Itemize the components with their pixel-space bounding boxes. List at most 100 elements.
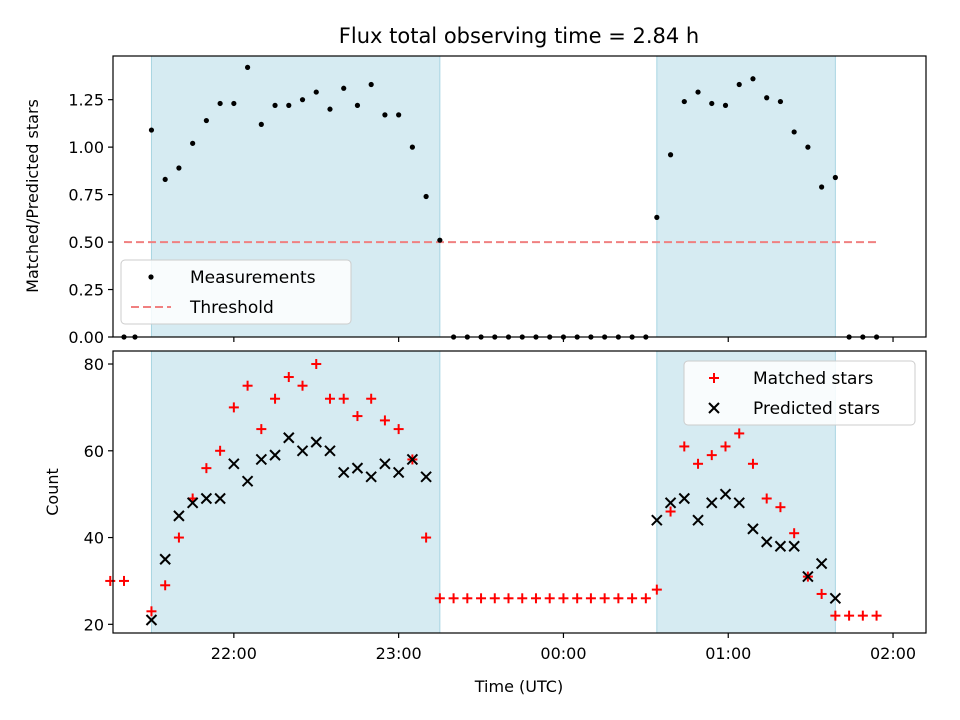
bottom-shaded-window-0: [150, 350, 441, 634]
bottom-y-tick-label-3: 80: [84, 355, 104, 374]
x-axis-label: Time (UTC): [474, 677, 563, 696]
top-measurements-point-48: [777, 98, 784, 105]
bottom-matched-stars-point-34: [585, 593, 596, 604]
top-measurements-point-17: [354, 102, 361, 108]
chart-title: Flux total observing time = 2.84 h: [339, 24, 699, 48]
bottom-matched-stars-point-23: [434, 593, 445, 604]
x-tick-label-2: 00:00: [540, 644, 586, 663]
bottom-y-tick-label-1: 40: [84, 529, 104, 548]
top-measurements-point-13: [299, 97, 306, 103]
bottom-matched-stars-point-28: [503, 593, 514, 604]
top-measurements-point-14: [313, 89, 319, 95]
bottom-matched-stars-point-8: [228, 402, 239, 413]
top-measurements-point-15: [327, 106, 333, 112]
bottom-matched-stars-point-54: [857, 610, 868, 621]
top-measurements-point-22: [423, 193, 429, 200]
bottom-matched-stars-point-19: [379, 415, 390, 426]
bottom-matched-stars-point-12: [283, 372, 294, 383]
top-y-tick-label-0: 0.00: [68, 328, 104, 347]
top-measurements-point-46: [750, 76, 756, 82]
top-measurements-point-8: [231, 100, 237, 107]
top-measurements-point-52: [832, 174, 838, 181]
top-legend-entry-1-label: Threshold: [189, 298, 274, 318]
bottom-predicted-stars-point-0: [145, 614, 158, 626]
bottom-predicted-stars-point-18: [392, 466, 405, 479]
bottom-y-tick-label-0: 20: [84, 615, 104, 634]
bottom-predicted-stars-point-4: [200, 492, 213, 505]
top-legend: Measurements Threshold: [120, 259, 352, 325]
bottom-predicted-stars-point-33: [815, 557, 828, 570]
top-measurements-point-23: [437, 237, 443, 243]
bottom-matched-stars-point-48: [775, 502, 786, 513]
bottom-matched-stars-point-31: [544, 593, 555, 604]
bottom-legend-entry-1-label: Predicted stars: [753, 399, 880, 419]
bottom-matched-stars-point-52: [830, 610, 841, 621]
top-measurements-point-42: [695, 89, 701, 95]
bottom-predicted-stars-point-2: [173, 510, 185, 522]
bottom-predicted-stars-point-7: [241, 475, 254, 487]
bottom-matched-stars-point-39: [651, 584, 662, 595]
top-legend-entry-0-label: Measurements: [190, 268, 316, 288]
bottom-predicted-stars-point-15: [351, 462, 364, 474]
bottom-matched-stars-point-17: [352, 411, 363, 422]
bottom-y-axis-label: Count: [43, 468, 62, 516]
bottom-matched-stars-point-45: [734, 428, 745, 439]
bottom-predicted-stars-point-29: [760, 536, 773, 548]
bottom-predicted-stars-point-10: [283, 432, 295, 444]
top-legend-entry-0-marker: [148, 274, 154, 280]
bottom-panel: 20 40 60 80 22:00 23:00 00:00 01:00 02:00 Matched…: [84, 350, 927, 663]
bottom-predicted-stars-point-8: [255, 453, 268, 466]
top-measurements-point-19: [382, 112, 388, 118]
bottom-legend-entry-1-marker: [708, 402, 720, 414]
bottom-matched-stars-point-29: [517, 593, 528, 604]
bottom-predicted-stars-point-20: [420, 471, 432, 483]
bottom-predicted-stars-point-1: [159, 553, 171, 565]
bottom-matched-stars-point-38: [640, 593, 651, 604]
bottom-predicted-stars-point-24: [692, 514, 704, 526]
bottom-matched-stars-point-20: [393, 424, 404, 435]
top-legend-box: [120, 259, 352, 325]
top-measurements-point-45: [736, 81, 742, 88]
bottom-matched-stars-point-4: [173, 532, 184, 543]
bottom-matched-stars-point-10: [256, 424, 267, 435]
bottom-matched-stars-point-44: [720, 441, 731, 452]
bottom-predicted-stars-point-34: [829, 592, 842, 604]
bottom-matched-stars-point-40: [665, 506, 676, 517]
bottom-matched-stars-point-47: [761, 493, 772, 504]
bottom-matched-stars-point-11: [270, 393, 281, 404]
top-y-tick-label-4: 1.00: [68, 138, 104, 157]
bottom-legend: Matched stars Predicted stars: [683, 360, 916, 426]
top-measurements-point-20: [396, 112, 402, 118]
bottom-predicted-stars-point-22: [664, 497, 677, 509]
top-measurements-point-51: [819, 184, 825, 190]
top-measurements-point-43: [709, 100, 715, 107]
top-measurements-point-2: [148, 127, 155, 133]
top-measurements-point-6: [203, 117, 209, 124]
bottom-matched-stars-point-9: [242, 380, 253, 391]
top-measurements-point-9: [244, 64, 251, 70]
bottom-matched-stars-point-51: [816, 588, 827, 599]
bottom-matched-stars-point-49: [789, 528, 800, 539]
top-y-tick-label-1: 0.25: [68, 281, 104, 300]
bottom-y-tick-label-2: 60: [84, 442, 104, 461]
bottom-matched-stars-point-53: [844, 610, 855, 621]
bottom-matched-stars-point-43: [706, 450, 717, 461]
top-shaded-window-1: [656, 55, 836, 338]
top-measurements-point-40: [667, 152, 674, 158]
bottom-matched-stars-point-55: [871, 610, 882, 621]
top-axes-frame: [112, 55, 927, 338]
bottom-matched-stars-point-41: [679, 441, 690, 452]
bottom-matched-stars-point-2: [146, 606, 157, 617]
bottom-predicted-stars-point-11: [296, 445, 309, 457]
bottom-legend-box: [683, 360, 916, 426]
bottom-predicted-stars-point-31: [788, 540, 800, 552]
top-measurements-point-5: [190, 140, 196, 146]
top-measurements-point-49: [791, 129, 797, 135]
top-measurements-point-10: [258, 121, 264, 127]
bottom-matched-stars-point-22: [421, 532, 432, 543]
top-y-tick-label-5: 1.25: [68, 91, 104, 110]
bottom-predicted-stars-point-9: [269, 449, 281, 461]
bottom-predicted-stars-point-6: [228, 458, 240, 470]
bottom-predicted-stars-point-30: [774, 540, 787, 552]
bottom-predicted-stars-point-32: [802, 570, 814, 583]
